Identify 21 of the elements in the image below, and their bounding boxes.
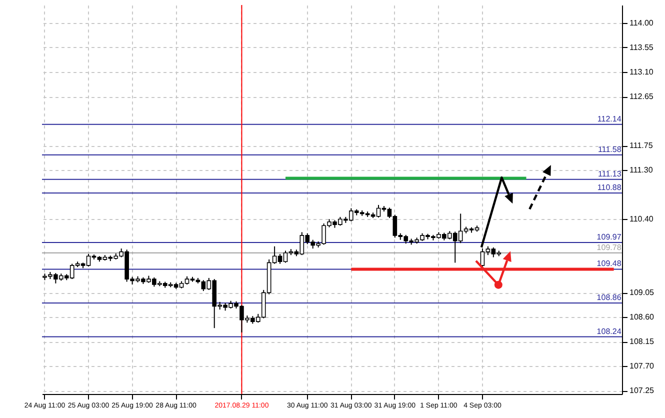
y-tick-label: 113.10 (630, 68, 654, 77)
y-tick-label: 110.40 (630, 214, 654, 224)
ref-line-label: 112.14 (597, 114, 622, 124)
y-tick-label: 111.75 (630, 141, 654, 150)
ref-line-label: 108.24 (596, 326, 622, 336)
y-tick-label: 113.55 (630, 42, 654, 52)
y-tick-label: 108.60 (630, 312, 655, 322)
y-tick-label: 111.30 (630, 166, 654, 175)
ref-line-label: 109.78 (596, 242, 622, 252)
y-tick-label: 108.15 (630, 337, 655, 346)
ref-line-label: 109.48 (596, 259, 622, 268)
ref-line-label: 110.88 (597, 182, 622, 192)
ref-line-label: 109.97 (596, 232, 622, 242)
y-tick-label: 112.65 (630, 92, 654, 102)
y-tick-label: 107.25 (630, 386, 655, 396)
ref-line-label: 111.13 (598, 169, 622, 178)
y-tick-label: 114.00 (630, 18, 654, 28)
y-tick-label: 109.05 (630, 288, 655, 298)
y-tick-label: 107.70 (630, 362, 655, 371)
ref-line-label: 108.86 (596, 293, 622, 302)
ref-line-label: 111.58 (598, 144, 622, 154)
